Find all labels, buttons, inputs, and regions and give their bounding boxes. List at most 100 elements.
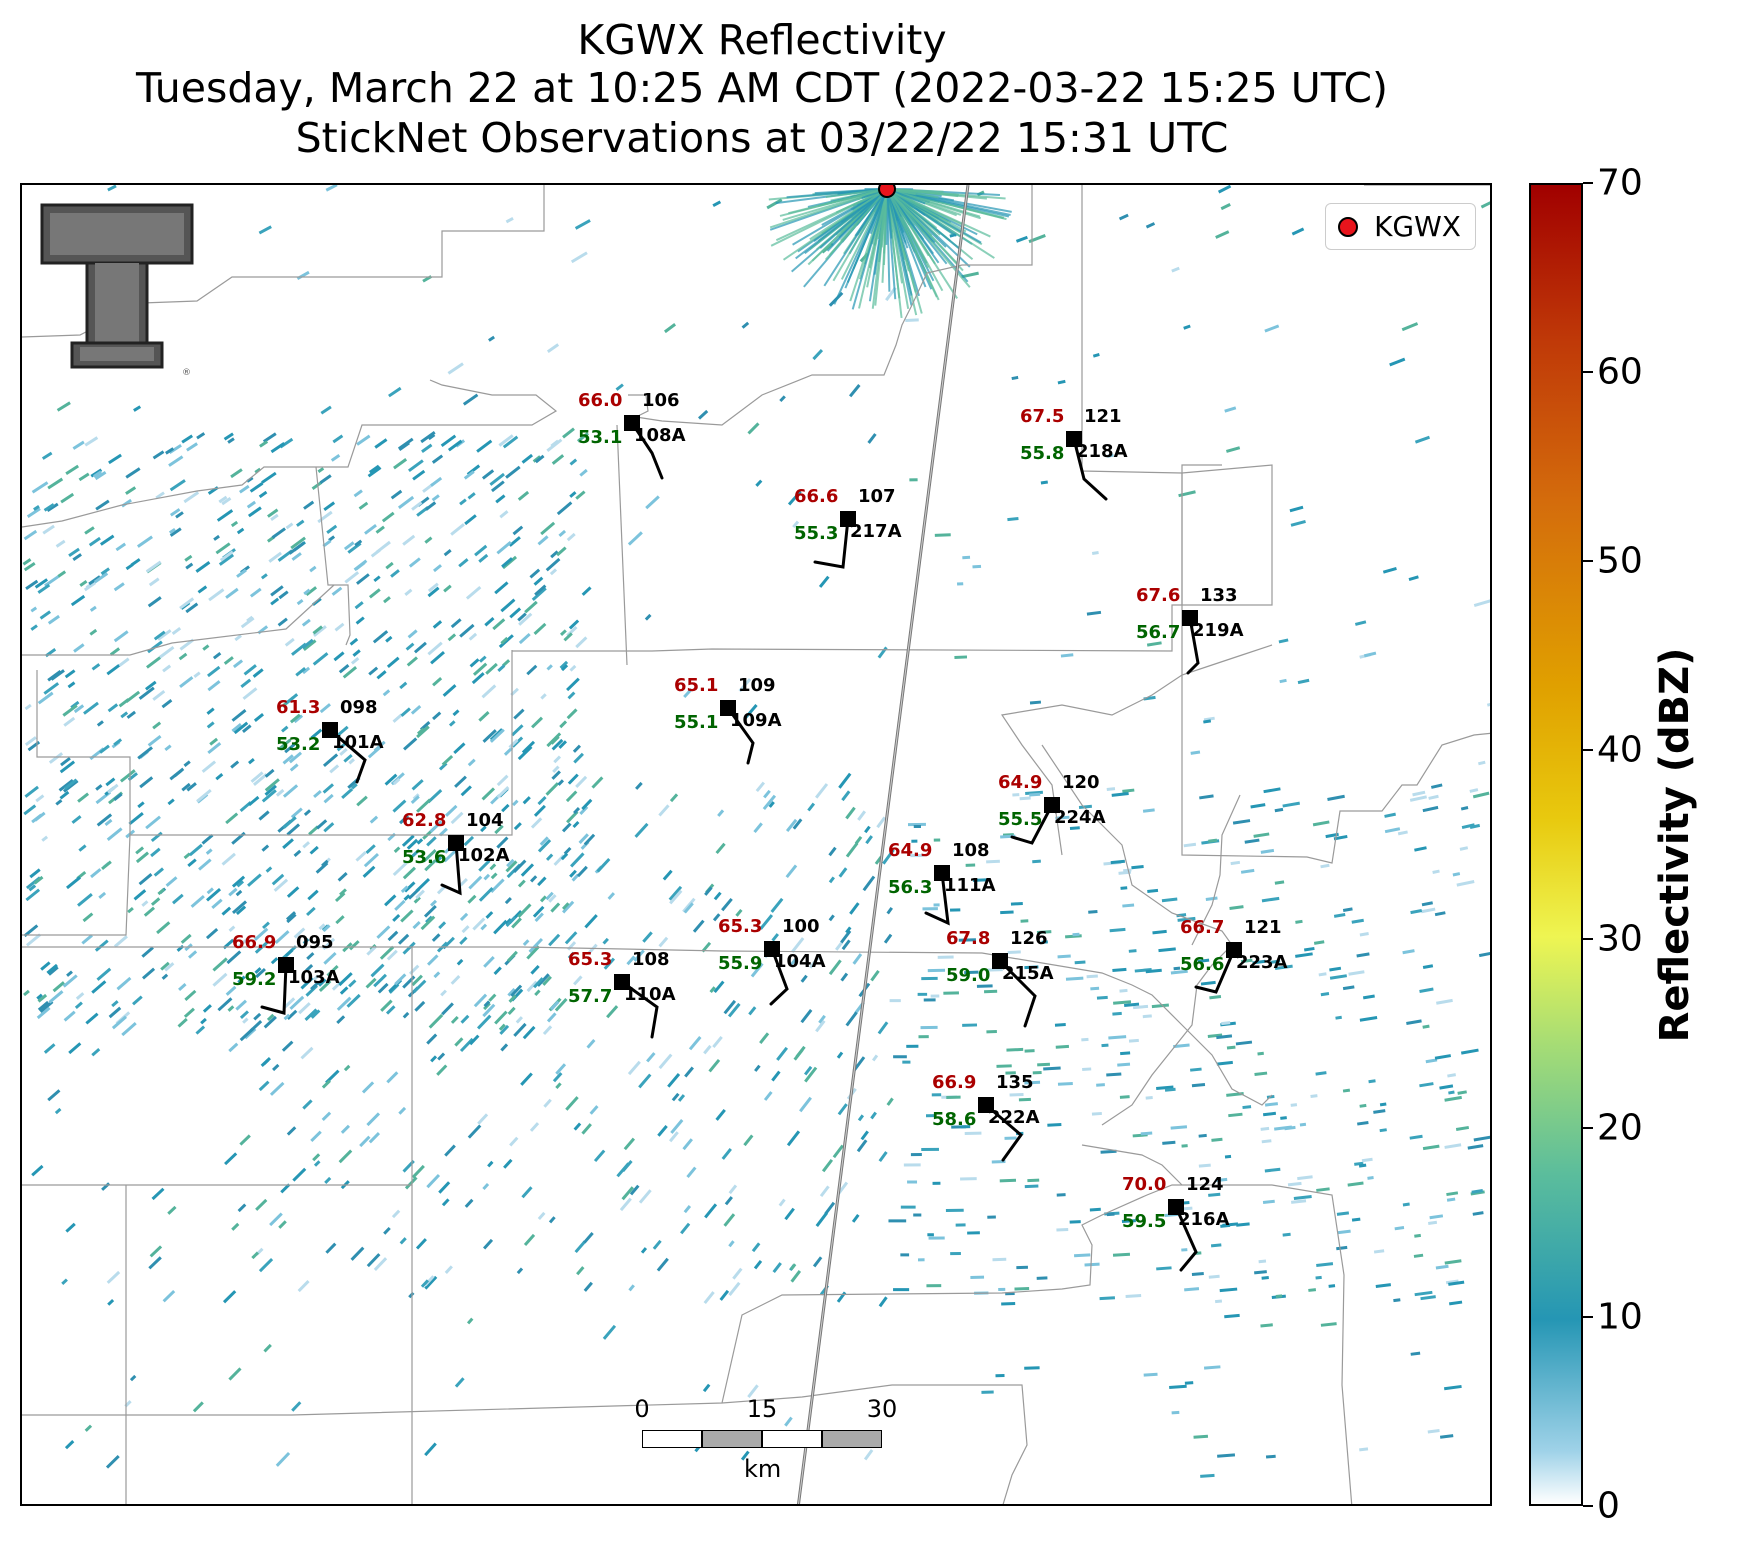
station-marker[interactable]	[934, 865, 950, 881]
station-marker[interactable]	[614, 974, 630, 990]
radar-echo	[709, 986, 716, 994]
radar-echo	[567, 691, 576, 700]
station-marker[interactable]	[1168, 1199, 1184, 1215]
radar-map[interactable]: ® KGWX 66.0 106 53.1 108A 66.6 107 55.3 217A 67.…	[20, 183, 1492, 1506]
station-marker[interactable]	[1182, 610, 1198, 626]
radar-echo	[118, 657, 130, 667]
radar-echo	[1208, 1192, 1221, 1197]
station-marker[interactable]	[624, 415, 640, 431]
radar-echo	[1200, 980, 1216, 986]
station-dewpoint: 53.6	[402, 847, 447, 868]
radar-echo	[342, 666, 358, 679]
radar-echo	[44, 648, 57, 658]
radar-echo	[394, 973, 407, 986]
radar-echo	[1295, 952, 1313, 958]
radar-echo	[819, 1185, 830, 1198]
radar-echo	[961, 271, 979, 279]
radar-echo	[494, 1010, 508, 1025]
station-marker[interactable]	[840, 511, 856, 527]
radar-echo	[390, 569, 400, 578]
radar-site-marker[interactable]	[878, 185, 896, 198]
station-marker[interactable]	[1044, 797, 1060, 813]
radar-echo	[310, 728, 323, 740]
radar-echo	[476, 1014, 492, 1030]
radar-echo	[517, 879, 526, 888]
radar-echo	[1016, 1265, 1028, 1270]
radar-echo	[550, 550, 559, 559]
station-marker[interactable]	[1226, 942, 1242, 958]
radar-echo	[105, 1454, 120, 1469]
colorbar-tick-mark	[1583, 371, 1593, 373]
radar-echo	[1169, 1384, 1187, 1389]
radar-echo	[285, 911, 297, 921]
radar-echo	[329, 764, 340, 774]
radar-echo	[1230, 860, 1241, 866]
radar-echo	[1041, 940, 1048, 944]
radar-echo	[1221, 1021, 1231, 1026]
radar-echo	[183, 1007, 195, 1018]
radar-echo	[933, 903, 940, 907]
radar-echo	[37, 583, 51, 594]
station-dewpoint: 53.1	[578, 427, 623, 448]
radar-echo	[1096, 995, 1108, 1000]
radar-echo	[1112, 967, 1127, 973]
scale-segment	[642, 1430, 702, 1448]
station-marker[interactable]	[1066, 431, 1082, 447]
radar-echo	[212, 957, 228, 972]
radar-echo	[127, 906, 134, 914]
radar-echo	[244, 1027, 257, 1040]
radar-echo	[502, 435, 519, 449]
station-temperature: 70.0	[1122, 1174, 1167, 1195]
radar-echo	[1228, 1112, 1243, 1118]
radar-echo	[517, 903, 532, 918]
radar-echo	[493, 919, 508, 935]
station-marker[interactable]	[448, 835, 464, 851]
radar-echo	[478, 887, 494, 902]
radar-echo	[1240, 958, 1253, 964]
radar-echo	[723, 999, 737, 1015]
radar-echo	[721, 897, 733, 912]
radar-echo	[799, 1096, 812, 1113]
radar-echo	[339, 888, 347, 896]
radar-echo	[275, 788, 285, 797]
radar-echo	[508, 738, 519, 749]
radar-echo	[515, 1016, 523, 1024]
radar-echo	[495, 494, 506, 504]
radar-echo	[427, 954, 439, 966]
radar-echo	[36, 993, 43, 1000]
radar-echo	[178, 652, 188, 661]
radar-echo	[382, 689, 391, 697]
radar-echo	[52, 981, 65, 993]
station-marker[interactable]	[764, 941, 780, 957]
radar-echo	[413, 641, 427, 654]
radar-echo	[147, 640, 163, 654]
radar-echo	[574, 219, 591, 230]
radar-echo	[878, 1151, 888, 1162]
radar-echo	[965, 863, 976, 867]
radar-echo	[1096, 1083, 1105, 1087]
station-marker[interactable]	[720, 700, 736, 716]
radar-echo	[301, 618, 311, 627]
radar-echo	[1477, 760, 1486, 766]
radar-echo	[513, 822, 522, 831]
radar-echo	[1164, 1087, 1176, 1092]
radar-echo	[125, 486, 137, 495]
radar-echo	[498, 634, 514, 649]
station-marker[interactable]	[978, 1097, 994, 1113]
station-marker[interactable]	[992, 953, 1008, 969]
colorbar-tick-mark	[1583, 560, 1593, 562]
radar-echo	[809, 192, 881, 241]
radar-echo	[423, 904, 437, 918]
station-marker[interactable]	[278, 957, 294, 973]
radar-echo	[1161, 897, 1178, 903]
radar-echo	[509, 1136, 519, 1147]
station-marker[interactable]	[322, 722, 338, 738]
radar-echo	[249, 481, 264, 493]
radar-echo	[198, 858, 212, 871]
radar-echo	[24, 785, 39, 798]
radar-echo	[507, 987, 516, 997]
radar-echo	[26, 933, 42, 947]
station-dewpoint: 56.6	[1180, 954, 1225, 975]
radar-echo	[404, 588, 413, 596]
radar-echo	[68, 547, 80, 558]
